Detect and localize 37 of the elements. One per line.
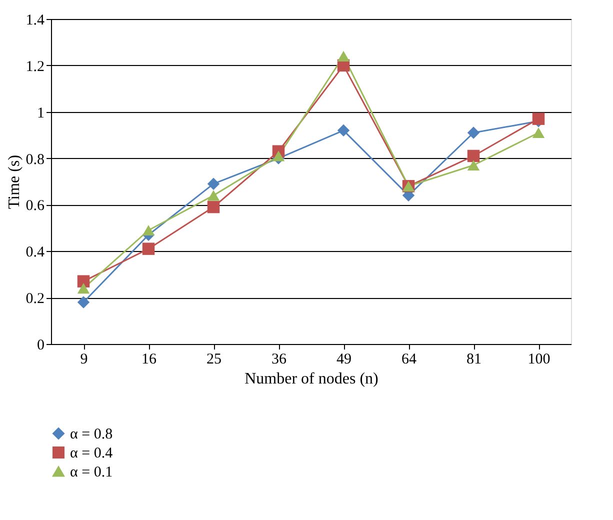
point xyxy=(77,275,90,288)
point xyxy=(272,150,285,162)
y-tick-label: 0.2 xyxy=(26,291,44,308)
y-tick-label: 0 xyxy=(37,338,44,354)
point xyxy=(532,127,545,138)
x-tick-label: 16 xyxy=(142,352,157,368)
y-tick-label: 0.8 xyxy=(26,152,44,168)
x-tick-label: 100 xyxy=(528,352,550,368)
point xyxy=(337,50,350,62)
point xyxy=(142,224,155,236)
point xyxy=(467,150,480,162)
point xyxy=(77,282,90,294)
point xyxy=(207,178,220,190)
x-tick-label: 9 xyxy=(80,352,88,368)
x-tick-label: 36 xyxy=(272,352,287,368)
y-tick-label: 1.4 xyxy=(26,12,45,28)
x-tick-label: 25 xyxy=(206,352,222,368)
y-tick-label: 0.4 xyxy=(26,244,45,261)
legend-label: α = 0.1 xyxy=(70,464,113,480)
y-tick-label: 0.6 xyxy=(26,198,45,214)
x-tick-label: 64 xyxy=(402,352,417,368)
x-axis-title: Number of nodes (n) xyxy=(244,370,378,388)
legend-label: α = 0.4 xyxy=(70,446,114,462)
point xyxy=(142,242,155,255)
x-tick-label: 81 xyxy=(466,352,482,368)
point xyxy=(532,112,545,125)
point xyxy=(467,160,480,171)
point xyxy=(207,200,220,214)
point xyxy=(337,124,350,137)
point xyxy=(77,296,90,308)
point xyxy=(207,190,220,201)
legend-label: α = 0.8 xyxy=(70,426,113,442)
point xyxy=(467,126,480,139)
y-tick-label: 1.2 xyxy=(26,58,44,75)
y-tick-label: 1 xyxy=(37,105,44,122)
y-axis-title: Time (s) xyxy=(6,154,23,210)
x-tick-label: 49 xyxy=(336,352,352,368)
